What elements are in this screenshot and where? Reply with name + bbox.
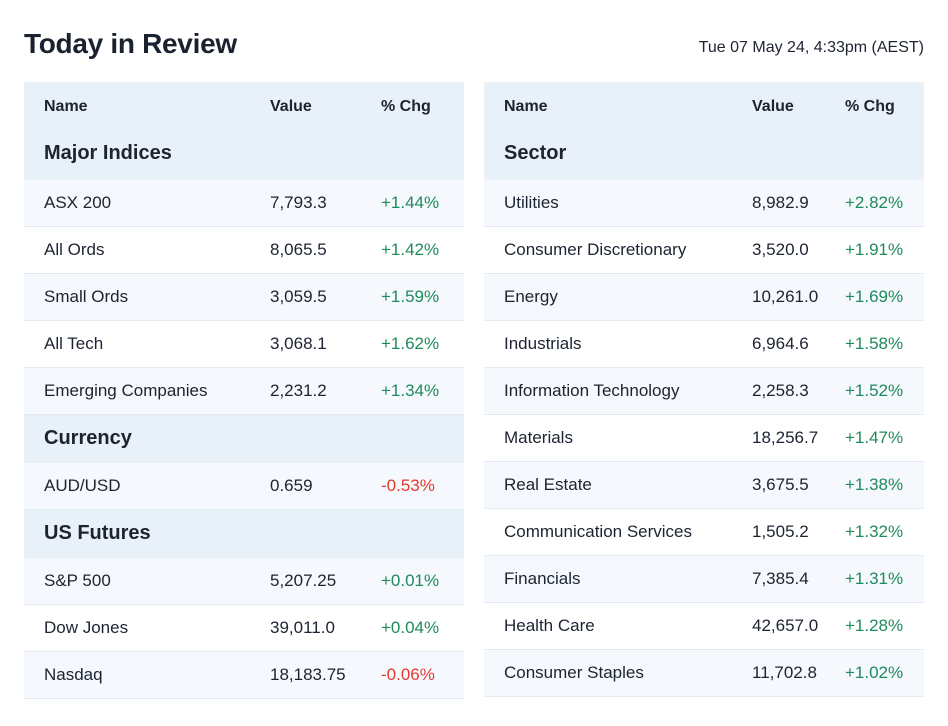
col-value: Value — [752, 98, 794, 115]
row-name: Energy — [504, 287, 558, 306]
row-name: Dow Jones — [44, 618, 129, 637]
row-change: +1.69% — [845, 287, 904, 306]
row-change: +1.59% — [381, 287, 440, 306]
row-name: All Tech — [44, 334, 104, 353]
section-label: US Futures — [44, 522, 151, 544]
row-value: 10,261.0 — [752, 287, 819, 306]
row-value: 2,231.2 — [270, 381, 327, 400]
row-value: 11,702.8 — [752, 663, 817, 682]
table-row[interactable]: Emerging Companies 2,231.2 +1.34% — [24, 368, 464, 415]
row-change: +1.52% — [845, 381, 904, 400]
table-header: Name Value % Chg Sector — [484, 82, 924, 180]
row-value: 2,258.3 — [752, 381, 809, 400]
row-value: 3,068.1 — [270, 334, 327, 353]
row-change: +1.47% — [845, 428, 904, 447]
row-value: 8,982.9 — [752, 193, 809, 212]
col-name: Name — [44, 98, 88, 115]
row-value: 18,183.75 — [270, 665, 346, 684]
row-change: +1.42% — [381, 240, 440, 259]
row-name: Health Care — [504, 616, 595, 635]
row-change: +1.91% — [845, 240, 904, 259]
table-row[interactable]: Consumer Discretionary 3,520.0 +1.91% — [484, 227, 924, 274]
row-value: 0.659 — [270, 476, 313, 495]
row-change: +1.44% — [381, 193, 440, 212]
section-us-futures: US Futures — [24, 510, 464, 558]
table-header: Name Value % Chg Major Indices — [24, 82, 464, 180]
section-currency: Currency — [24, 415, 464, 463]
row-value: 18,256.7 — [752, 428, 819, 447]
row-change: +0.04% — [381, 618, 440, 637]
row-value: 3,675.5 — [752, 475, 809, 494]
row-value: 5,207.25 — [270, 571, 337, 590]
table-row[interactable]: Small Ords 3,059.5 +1.59% — [24, 274, 464, 321]
row-value: 7,385.4 — [752, 569, 809, 588]
row-name: Real Estate — [504, 475, 592, 494]
indices-table: Name Value % Chg Major Indices ASX 200 7,… — [24, 82, 464, 699]
row-name: Consumer Staples — [504, 663, 644, 682]
section-major-indices: Major Indices — [44, 142, 172, 164]
row-value: 6,964.6 — [752, 334, 809, 353]
table-row[interactable]: ASX 200 7,793.3 +1.44% — [24, 180, 464, 227]
table-row[interactable]: AUD/USD 0.659 -0.53% — [24, 463, 464, 510]
row-value: 39,011.0 — [270, 618, 335, 637]
table-row[interactable]: Materials 18,256.7 +1.47% — [484, 415, 924, 462]
row-name: Information Technology — [504, 381, 680, 400]
row-name: Utilities — [504, 193, 559, 212]
row-name: S&P 500 — [44, 571, 111, 590]
row-change: +1.02% — [845, 663, 904, 682]
row-change: -0.53% — [381, 476, 435, 495]
row-change: +1.32% — [845, 522, 904, 541]
table-row[interactable]: Consumer Staples 11,702.8 +1.02% — [484, 650, 924, 697]
sector-table: Name Value % Chg Sector Utilities 8,982.9… — [484, 82, 924, 697]
table-row[interactable]: Communication Services 1,505.2 +1.32% — [484, 509, 924, 556]
row-name: ASX 200 — [44, 193, 112, 212]
row-change: -0.06% — [381, 665, 435, 684]
row-value: 1,505.2 — [752, 522, 809, 541]
row-name: Small Ords — [44, 287, 129, 306]
row-change: +0.01% — [381, 571, 440, 590]
row-name: AUD/USD — [44, 476, 121, 495]
row-name: Communication Services — [504, 522, 693, 541]
row-name: All Ords — [44, 240, 105, 259]
row-value: 7,793.3 — [270, 193, 327, 212]
col-value: Value — [270, 98, 312, 115]
row-value: 3,059.5 — [270, 287, 327, 306]
row-change: +2.82% — [845, 193, 904, 212]
table-row[interactable]: Financials 7,385.4 +1.31% — [484, 556, 924, 603]
row-name: Emerging Companies — [44, 381, 208, 400]
row-value: 8,065.5 — [270, 240, 327, 259]
row-change: +1.34% — [381, 381, 440, 400]
table-row[interactable]: Health Care 42,657.0 +1.28% — [484, 603, 924, 650]
row-change: +1.62% — [381, 334, 440, 353]
timestamp: Tue 07 May 24, 4:33pm (AEST) — [698, 39, 924, 56]
row-value: 3,520.0 — [752, 240, 809, 259]
row-name: Nasdaq — [44, 665, 103, 684]
row-name: Consumer Discretionary — [504, 240, 687, 259]
row-change: +1.28% — [845, 616, 904, 635]
row-value: 42,657.0 — [752, 616, 819, 635]
page-title: Today in Review — [24, 28, 237, 59]
table-row[interactable]: All Ords 8,065.5 +1.42% — [24, 227, 464, 274]
table-row[interactable]: Dow Jones 39,011.0 +0.04% — [24, 605, 464, 652]
row-change: +1.58% — [845, 334, 904, 353]
table-row[interactable]: Energy 10,261.0 +1.69% — [484, 274, 924, 321]
col-name: Name — [504, 98, 548, 115]
table-row[interactable]: Real Estate 3,675.5 +1.38% — [484, 462, 924, 509]
section-label: Currency — [44, 427, 132, 449]
row-name: Financials — [504, 569, 581, 588]
table-row[interactable]: Utilities 8,982.9 +2.82% — [484, 180, 924, 227]
table-row[interactable]: All Tech 3,068.1 +1.62% — [24, 321, 464, 368]
section-sector: Sector — [504, 142, 567, 164]
table-row[interactable]: S&P 500 5,207.25 +0.01% — [24, 558, 464, 605]
table-row[interactable]: Industrials 6,964.6 +1.58% — [484, 321, 924, 368]
row-name: Materials — [504, 428, 573, 447]
table-row[interactable]: Nasdaq 18,183.75 -0.06% — [24, 652, 464, 699]
row-change: +1.31% — [845, 569, 904, 588]
col-chg: % Chg — [381, 98, 431, 115]
row-name: Industrials — [504, 334, 582, 353]
row-change: +1.38% — [845, 475, 904, 494]
table-row[interactable]: Information Technology 2,258.3 +1.52% — [484, 368, 924, 415]
col-chg: % Chg — [845, 98, 895, 115]
